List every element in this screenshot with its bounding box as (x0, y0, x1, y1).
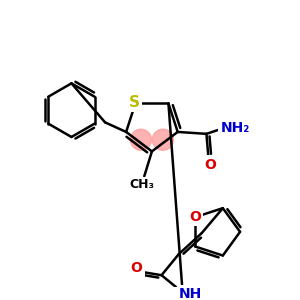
Text: NH: NH (178, 287, 202, 300)
Text: NH₂: NH₂ (220, 121, 250, 135)
Text: O: O (204, 158, 216, 172)
Text: O: O (131, 260, 142, 274)
Text: S: S (129, 95, 140, 110)
Text: O: O (189, 210, 201, 224)
Circle shape (130, 129, 152, 150)
Text: CH₃: CH₃ (130, 178, 155, 191)
Circle shape (152, 129, 173, 150)
